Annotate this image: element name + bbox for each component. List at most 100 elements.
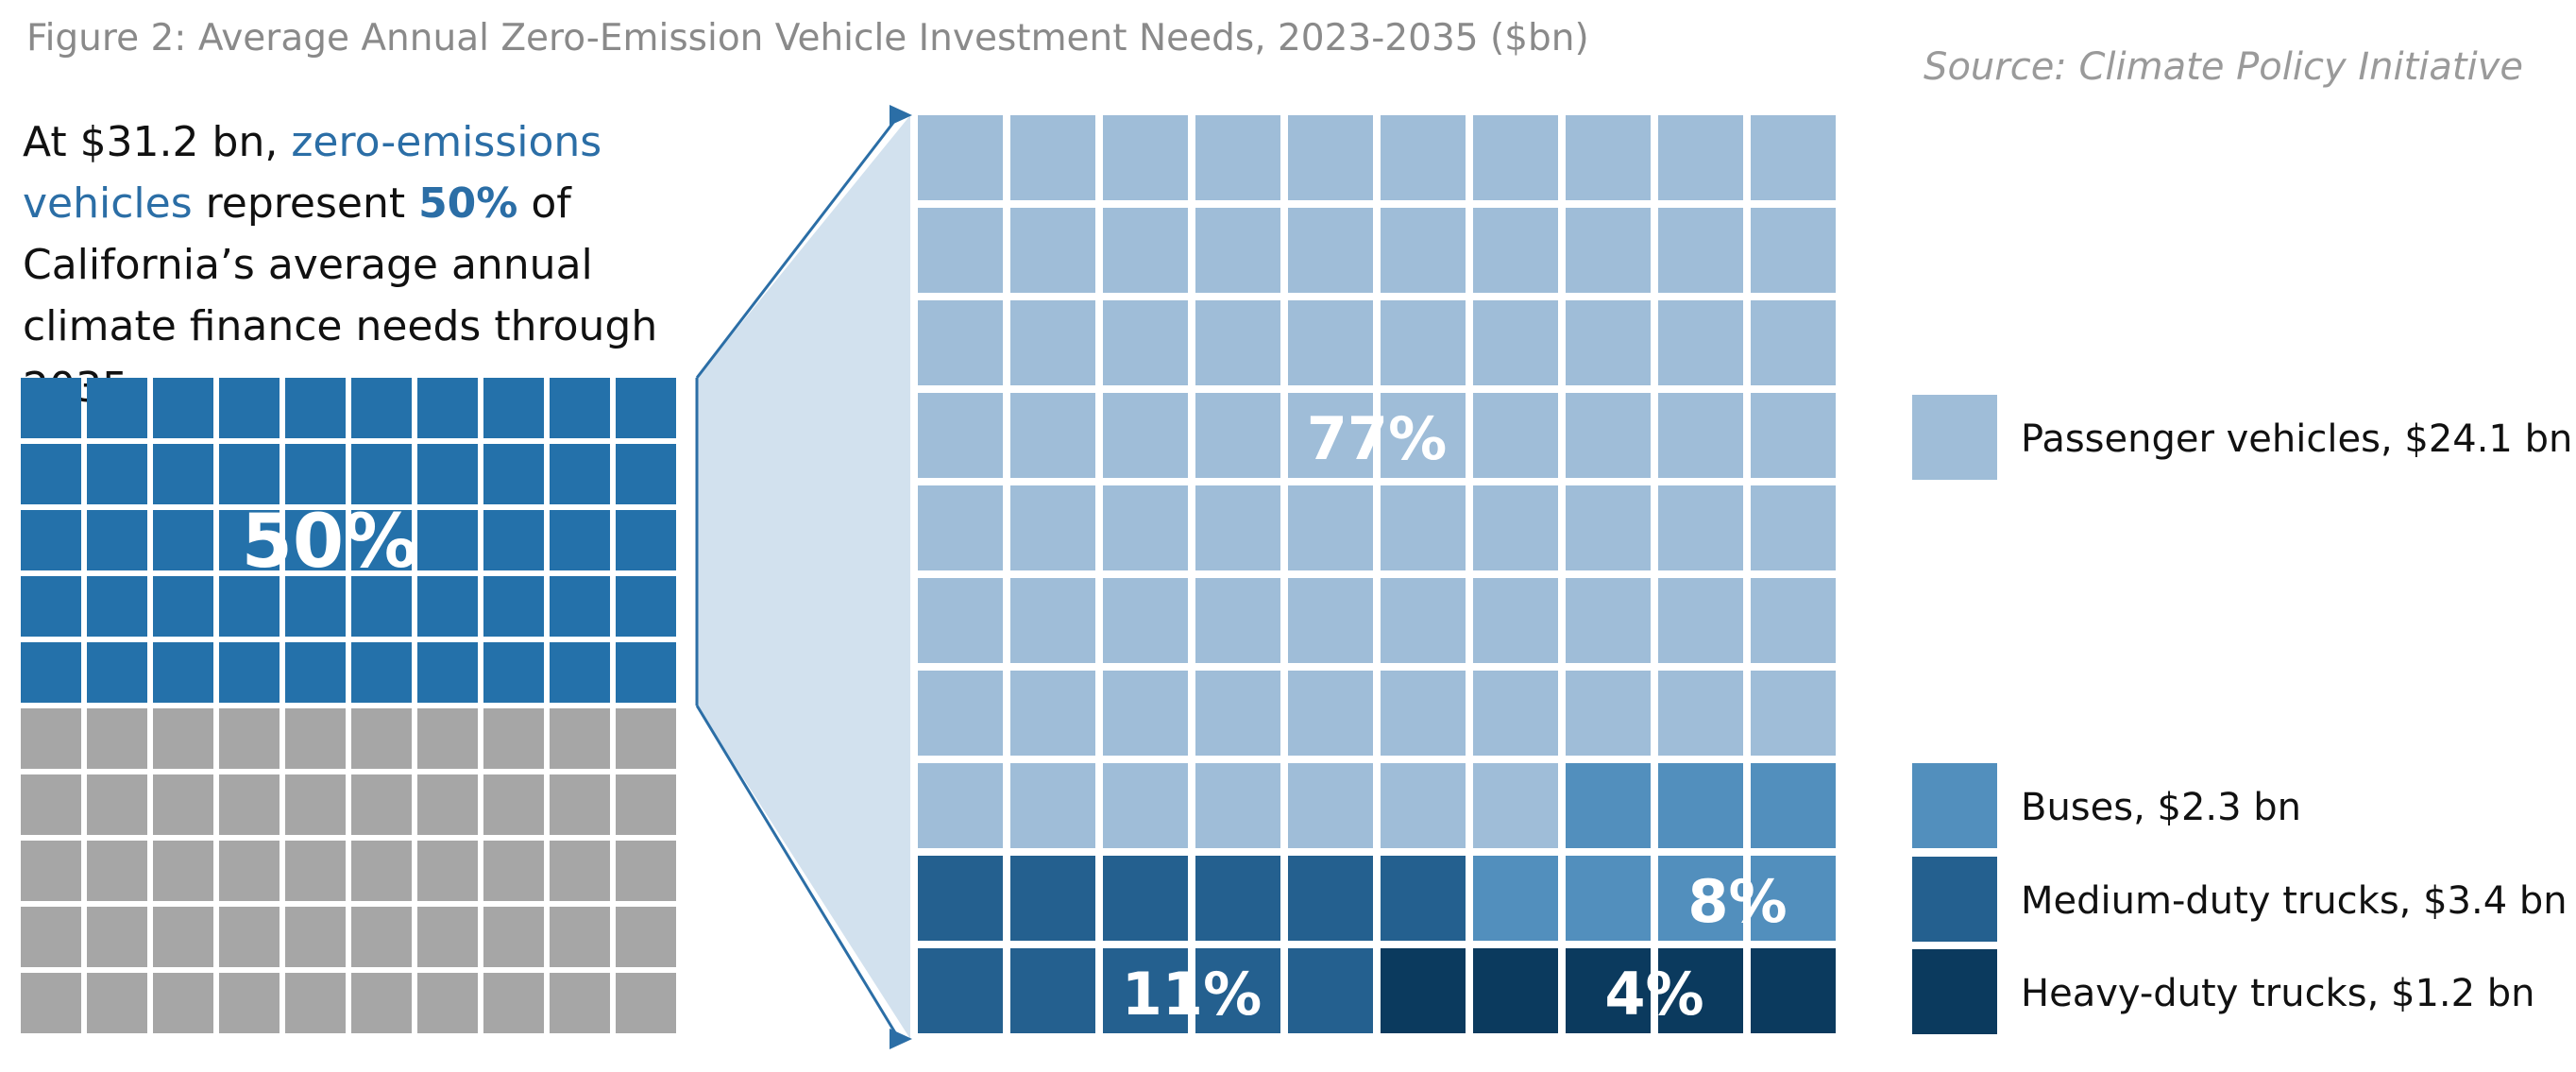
waffle-cell-passenger [918,300,1003,385]
waffle-cell-passenger [1658,671,1743,756]
waffle-cell-other [285,708,346,769]
waffle-cell-passenger [1473,763,1558,848]
intro-part-1: At $31.2 bn, [23,118,292,166]
waffle-cell-zev [285,510,346,570]
waffle-cell-other [616,841,676,901]
waffle-cell-passenger [1010,671,1095,756]
waffle-cell-passenger [1751,208,1836,293]
zoom-wedge [697,115,910,1039]
waffle-cell-zev [483,378,544,438]
waffle-cell-zev [417,642,478,703]
waffle-cell-passenger [1751,671,1836,756]
waffle-cell-medium [1288,948,1373,1033]
waffle-cell-other [417,841,478,901]
waffle-cell-zev [417,576,478,637]
legend-label-medium: Medium-duty trucks, $3.4 bn [2021,879,2568,923]
waffle-cell-passenger [1473,578,1558,663]
legend-label-heavy: Heavy-duty trucks, $1.2 bn [2021,972,2535,1015]
arrow-head-bottom [890,1029,912,1049]
waffle-cell-zev [21,576,81,637]
waffle-cell-passenger [918,671,1003,756]
legend: Passenger vehicles, $24.1 bn Buses, $2.3 … [1912,395,2572,1034]
waffle-cell-other [219,841,280,901]
waffle-cell-zev [550,642,610,703]
label-heavy: 4% [1604,960,1703,1029]
waffle-cell-zev [219,642,280,703]
waffle-cell-zev [550,576,610,637]
waffle-cell-passenger [1010,115,1095,200]
waffle-cell-other [550,774,610,835]
waffle-cell-zev [351,642,412,703]
waffle-cell-zev [550,378,610,438]
waffle-cell-passenger [1381,208,1466,293]
waffle-cell-zev [616,510,676,570]
waffle-cell-other [550,708,610,769]
waffle-cell-buses [1658,856,1743,941]
waffle-cell-passenger [1566,208,1651,293]
waffle-cell-passenger [1288,763,1373,848]
waffle-cell-passenger [1381,763,1466,848]
waffle-cell-passenger [1195,578,1280,663]
waffle-cell-other [351,973,412,1033]
waffle-cell-passenger [1473,671,1558,756]
zoom-arrow-bottom [695,705,901,1040]
waffle-cell-other [285,907,346,967]
waffle-cell-other [351,708,412,769]
waffle-cell-zev [87,510,147,570]
label-zev: 50% [242,500,418,585]
waffle-cell-other [87,973,147,1033]
legend-swatch-buses [1912,763,1997,848]
waffle-cell-other [550,841,610,901]
waffle-cell-other [219,708,280,769]
legend-label-buses: Buses, $2.3 bn [2021,786,2301,829]
intro-share: 50% [418,179,518,228]
waffle-cell-passenger [1658,115,1743,200]
waffle-cell-zev [285,378,346,438]
waffle-cell-zev [153,378,213,438]
waffle-cell-zev [21,444,81,504]
waffle-cell-other [219,774,280,835]
waffle-cell-passenger [1103,671,1188,756]
waffle-cell-zev [285,444,346,504]
waffle-cell-passenger [918,485,1003,570]
waffle-cell-passenger [1103,208,1188,293]
waffle-cell-other [483,973,544,1033]
waffle-cell-passenger [1010,393,1095,478]
waffle-cell-other [285,774,346,835]
waffle-cell-heavy [1566,948,1651,1033]
waffle-cell-other [153,973,213,1033]
waffle-cell-other [351,841,412,901]
waffle-cell-other [21,708,81,769]
waffle-cell-passenger [1381,300,1466,385]
waffle-cell-passenger [1195,300,1280,385]
waffle-cell-passenger [918,578,1003,663]
total-needs-waffle: 50% [21,378,676,1033]
waffle-cell-buses [1751,856,1836,941]
waffle-cell-zev [153,510,213,570]
waffle-cell-medium [918,856,1003,941]
waffle-cell-zev [153,642,213,703]
waffle-cell-passenger [1751,485,1836,570]
waffle-cell-passenger [1658,208,1743,293]
label-buses: 8% [1687,867,1787,936]
waffle-cell-other [285,841,346,901]
legend-swatch-heavy [1912,949,1997,1034]
waffle-cell-other [21,973,81,1033]
waffle-cell-passenger [1195,485,1280,570]
label-passenger: 77% [1307,404,1447,473]
waffle-cell-passenger [1381,671,1466,756]
waffle-cell-zev [550,510,610,570]
waffle-cell-zev [219,378,280,438]
waffle-cell-buses [1566,763,1651,848]
waffle-cell-passenger [1473,208,1558,293]
waffle-cell-other [616,708,676,769]
waffle-cell-passenger [1288,208,1373,293]
intro-highlight: zero-emissions vehicles [23,118,602,228]
waffle-cell-passenger [1473,485,1558,570]
waffle-cell-other [21,907,81,967]
waffle-cell-passenger [1103,115,1188,200]
waffle-cell-passenger [1381,578,1466,663]
waffle-cell-other [153,841,213,901]
waffle-cell-other [351,774,412,835]
waffle-cell-other [87,907,147,967]
